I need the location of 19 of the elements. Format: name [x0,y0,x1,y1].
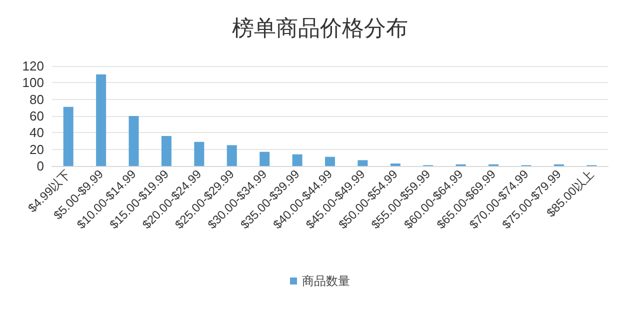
y-tick-label: 0 [36,158,44,174]
y-tick-label: 40 [30,125,44,140]
y-tick-label: 60 [30,108,44,124]
bar [128,116,139,166]
bar [292,154,302,166]
y-tick-label: 100 [22,75,44,90]
bar [260,152,270,166]
bar [226,145,237,166]
bar [63,106,74,166]
chart-title: 榜单商品价格分布 [232,16,408,40]
bar [194,142,204,166]
bar [96,74,106,166]
legend-label: 商品数量 [302,274,350,288]
bar [358,160,368,166]
y-tick-label: 20 [30,142,44,157]
bar [325,156,335,166]
y-tick-label: 120 [22,58,44,74]
y-tick-label: 80 [30,92,44,107]
bar [161,136,172,166]
